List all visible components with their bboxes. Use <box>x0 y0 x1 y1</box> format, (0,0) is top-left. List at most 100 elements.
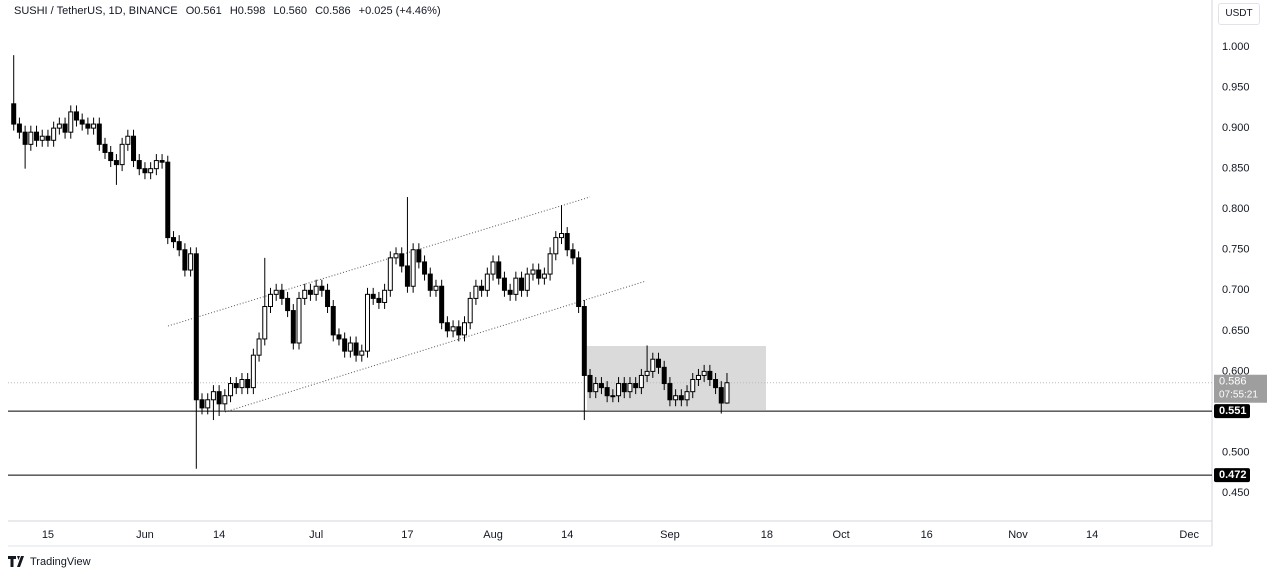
y-tick-label: 0.800 <box>1222 203 1250 215</box>
candle-body <box>661 366 667 385</box>
footer: TradingView <box>8 556 91 568</box>
y-tick-label: 0.450 <box>1222 487 1250 499</box>
y-tick-label: 0.600 <box>1222 365 1250 377</box>
candle-body <box>581 306 587 376</box>
ohlc-open: O0.561 <box>185 5 222 17</box>
level-label: 0.472 <box>1219 469 1247 481</box>
candle-body <box>353 342 359 356</box>
candle-body <box>228 383 234 397</box>
candle-body <box>370 293 376 299</box>
candle-body <box>650 358 656 372</box>
candle-body <box>530 269 536 275</box>
candle-body <box>633 383 639 389</box>
candle-body <box>484 273 490 291</box>
x-tick-label: Dec <box>1179 529 1199 541</box>
candle-body <box>616 383 622 397</box>
candle-body <box>51 127 57 141</box>
candle-body <box>707 370 713 380</box>
candle-body <box>598 383 604 389</box>
candle-body <box>644 370 650 376</box>
x-tick-label: 14 <box>561 529 573 541</box>
candle-body <box>576 257 582 308</box>
candle-body <box>256 338 262 356</box>
candle-body <box>102 143 108 153</box>
plot: 1.000 0.950 0.900 0.850 0.800 0.750 0.700 0.650… <box>8 41 1267 541</box>
candle-body <box>45 135 51 141</box>
currency-button[interactable]: USDT <box>1218 3 1260 25</box>
candle-body <box>205 399 211 409</box>
candle-body <box>701 370 707 376</box>
candle-body <box>125 135 131 145</box>
candle-body <box>296 297 302 344</box>
candle-body <box>519 277 525 291</box>
candle-body <box>507 289 513 295</box>
candle-body <box>410 249 416 287</box>
candle-body <box>678 395 684 401</box>
candle-body <box>22 131 28 145</box>
candle-body <box>267 293 273 308</box>
candle-body <box>165 161 171 239</box>
candle-body <box>222 395 228 405</box>
candle-body <box>131 135 137 162</box>
candle-body <box>627 383 633 393</box>
candle-body <box>433 285 439 291</box>
candle-body <box>393 253 399 259</box>
range-box <box>587 346 766 410</box>
candle-body <box>439 285 445 324</box>
candle-body <box>695 374 701 380</box>
x-tick-label: Jun <box>136 529 154 541</box>
candle-body <box>387 257 393 291</box>
candle-body <box>456 326 462 336</box>
candle-body <box>444 322 450 332</box>
candle-body <box>182 249 188 271</box>
candle-body <box>262 306 268 340</box>
candle-body <box>96 123 102 145</box>
candle-body <box>119 143 125 166</box>
candle-body <box>79 119 85 125</box>
candle-body <box>325 289 331 308</box>
candle-body <box>593 383 599 393</box>
candle-body <box>724 382 730 404</box>
candle-body <box>68 111 74 133</box>
level-label-box <box>1214 468 1250 483</box>
candle-body <box>718 387 724 404</box>
candle-body <box>610 395 616 398</box>
ohlc-low: L0.560 <box>273 5 308 17</box>
candle-body <box>91 123 97 129</box>
candle-body <box>473 285 479 299</box>
candle-body <box>359 350 365 356</box>
candle-body <box>564 233 570 251</box>
candle-body <box>85 123 91 129</box>
candle-body <box>524 273 530 291</box>
candle-body <box>461 322 467 336</box>
candle-body <box>245 378 251 389</box>
candle-body <box>690 378 696 393</box>
logo-icon <box>8 556 24 567</box>
candle-body <box>285 297 291 312</box>
candle-body <box>490 261 496 275</box>
candle-body <box>336 334 342 340</box>
candle-body <box>330 306 336 336</box>
ohlc-high: H0.598 <box>229 5 266 17</box>
y-tick-label: 0.900 <box>1222 122 1250 134</box>
candle-body <box>313 285 319 295</box>
candle-body <box>56 123 62 129</box>
candle-body <box>536 269 542 279</box>
candle-body <box>513 277 519 295</box>
candle-body <box>587 374 593 393</box>
candle-body <box>159 160 165 163</box>
candle-body <box>62 123 68 133</box>
candle-body <box>193 253 199 401</box>
candle-body <box>153 160 159 170</box>
candle-body <box>307 289 313 295</box>
candle-body <box>684 391 690 401</box>
candle-body <box>713 378 719 389</box>
candle-body <box>199 399 205 409</box>
candle-body <box>11 103 17 125</box>
candle-body <box>364 293 370 352</box>
candle-body <box>28 131 34 145</box>
candle-body <box>376 297 382 303</box>
candle-body <box>73 111 79 121</box>
candle-body <box>416 249 422 263</box>
candle-body <box>319 285 325 291</box>
